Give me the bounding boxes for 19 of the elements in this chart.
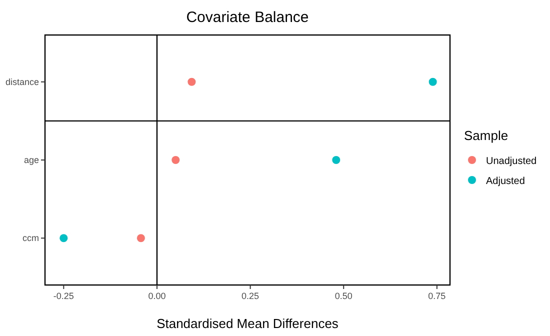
point bbox=[428, 78, 437, 86]
y-tick-label: distance bbox=[5, 76, 39, 87]
legend-title: Sample bbox=[464, 128, 508, 143]
x-axis-title: Standardised Mean Differences bbox=[156, 316, 339, 331]
point bbox=[332, 156, 340, 164]
y-tick-label: ccm bbox=[22, 233, 39, 244]
point bbox=[188, 78, 196, 86]
x-tick-label: 0.50 bbox=[334, 291, 352, 301]
x-tick-label: -0.25 bbox=[53, 291, 74, 301]
x-tick-label: 0.75 bbox=[428, 291, 446, 301]
point bbox=[172, 156, 180, 164]
point bbox=[136, 234, 145, 242]
legend-label: Adjusted bbox=[486, 176, 525, 187]
x-tick-label: 0.00 bbox=[148, 291, 166, 301]
y-tick-label: age bbox=[24, 155, 39, 165]
point bbox=[60, 234, 68, 242]
x-tick-label: 0.25 bbox=[242, 291, 260, 301]
chart-title: Covariate Balance bbox=[186, 9, 309, 26]
legend-label: Unadjusted bbox=[486, 156, 537, 167]
